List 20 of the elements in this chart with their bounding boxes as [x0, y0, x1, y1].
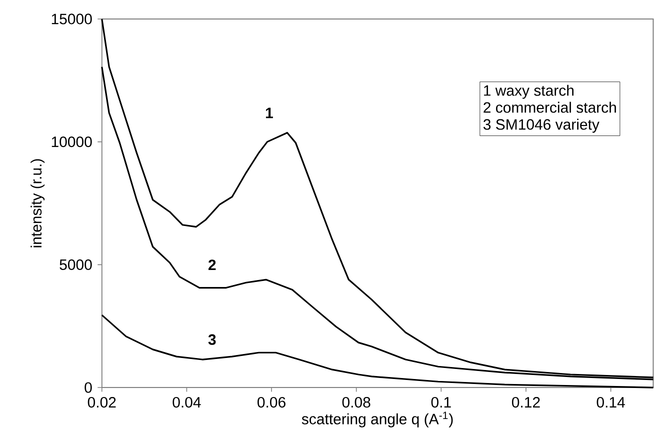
- x-tick-label: 0.06: [258, 396, 286, 408]
- y-tick-label: 15000: [52, 13, 92, 24]
- x-axis-title: scattering angle q (A$^{-1}$): [302, 412, 453, 428]
- annotation: 1 waxy starch: [484, 84, 574, 99]
- annotation: 1: [266, 108, 273, 118]
- annotation: 3 SM1046 variety: [483, 118, 600, 133]
- y-tick-label: 0: [84, 382, 92, 393]
- line-series: [101, 314, 654, 388]
- x-tick-label: 0.1: [431, 396, 451, 408]
- annotation: 2 commercial starch: [484, 102, 616, 113]
- x-tick-label: 0.14: [596, 396, 625, 408]
- annotation: 2: [208, 259, 216, 270]
- x-tick-label: 0.04: [172, 396, 201, 408]
- x-tick-label: 0.08: [342, 396, 370, 408]
- annotation: 3: [208, 334, 216, 345]
- x-tick-label: 0.12: [512, 396, 540, 408]
- y-tick-label: 10000: [52, 136, 92, 147]
- y-axis-title: intensity (r.u.): [30, 159, 45, 247]
- y-tick-label: 5000: [60, 259, 92, 270]
- x-tick-label: 0.02: [88, 396, 116, 408]
